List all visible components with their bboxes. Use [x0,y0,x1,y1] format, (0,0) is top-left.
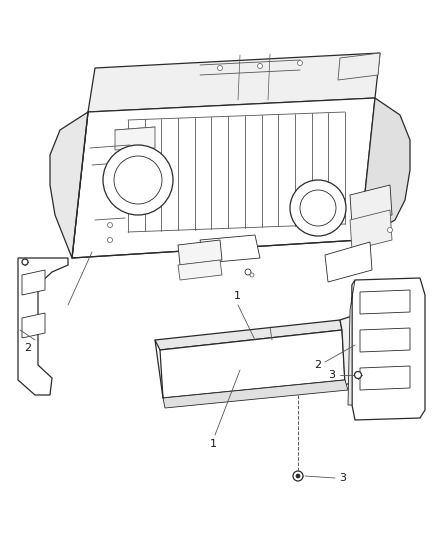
Polygon shape [160,330,345,398]
Polygon shape [360,328,410,352]
Text: 3: 3 [339,473,346,483]
Circle shape [103,145,173,215]
Polygon shape [360,290,410,314]
Polygon shape [155,320,342,350]
Polygon shape [360,98,410,240]
Polygon shape [22,313,45,338]
Circle shape [22,259,28,265]
Circle shape [114,156,162,204]
Circle shape [297,61,303,66]
Polygon shape [350,210,392,250]
Polygon shape [352,278,425,420]
Polygon shape [325,242,372,282]
Text: 3: 3 [328,370,336,380]
Circle shape [293,471,303,481]
Text: 1: 1 [209,439,216,449]
Polygon shape [18,258,68,395]
Circle shape [245,269,251,275]
Circle shape [250,273,254,277]
Circle shape [107,222,113,228]
Polygon shape [360,366,410,390]
Text: 2: 2 [314,360,321,370]
Circle shape [300,190,336,226]
Polygon shape [200,235,260,263]
Circle shape [388,228,392,232]
Text: 2: 2 [25,343,32,353]
Polygon shape [338,53,380,80]
Polygon shape [348,280,355,405]
Polygon shape [340,310,372,385]
Polygon shape [88,53,380,112]
Circle shape [258,63,262,69]
Polygon shape [22,270,45,295]
Polygon shape [50,112,88,258]
Polygon shape [178,260,222,280]
Circle shape [296,474,300,478]
Circle shape [290,180,346,236]
Circle shape [107,238,113,243]
Polygon shape [163,380,348,408]
Polygon shape [350,185,392,225]
Polygon shape [115,127,155,150]
Polygon shape [178,240,222,265]
Circle shape [354,372,361,378]
Text: 1: 1 [233,291,240,301]
Circle shape [218,66,223,70]
Polygon shape [72,98,375,258]
